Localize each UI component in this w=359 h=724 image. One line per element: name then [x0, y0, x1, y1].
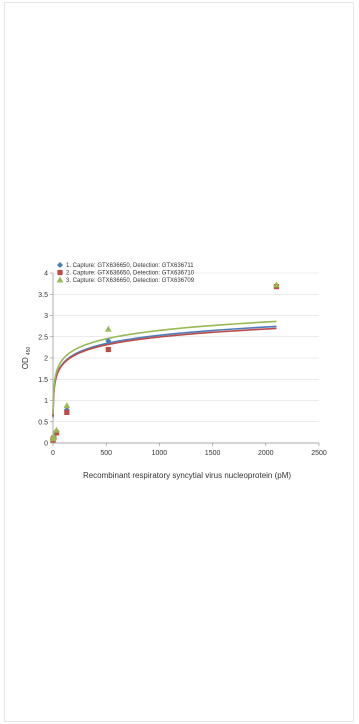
data-point-diamond: [105, 338, 112, 344]
trendline: [52, 320, 277, 415]
data-point-square: [57, 269, 63, 276]
y-axis-label-subscript: 450: [26, 346, 32, 355]
y-tick-label: 3.5: [38, 292, 48, 299]
y-axis-ticks: 0 0.5 1 1.5 2 2.5 3 3.5 4: [38, 271, 53, 448]
data-point-triangle: [63, 402, 71, 409]
y-tick-label: 1.5: [38, 377, 48, 384]
x-tick-label: 500: [100, 450, 112, 457]
y-tick-label: 4: [44, 271, 48, 278]
data-point-triangle: [105, 325, 112, 332]
legend-label: 2. Capture: GTX636650, Detection: GTX636…: [66, 271, 195, 277]
x-tick-label: 2000: [258, 450, 274, 457]
trendlines: [52, 320, 277, 418]
y-tick-label: 1: [44, 398, 48, 405]
x-axis-label: Recombinant respiratory syncytial virus …: [83, 471, 291, 480]
x-tick-label: 1000: [152, 450, 168, 457]
svg-text:OD 450: OD 450: [21, 346, 32, 369]
chart-frame: 0 0.5 1 1.5 2 2.5 3 3.5 4 0 500 1000 1500 2000 2500 1…: [4, 2, 354, 722]
y-axis-label-main: OD: [21, 357, 30, 369]
y-tick-label: 0.5: [38, 419, 48, 426]
y-tick-label: 0: [44, 441, 48, 448]
data-point-triangle: [50, 432, 58, 439]
x-axis-ticks: 0 500 1000 1500 2000 2500: [51, 443, 327, 457]
grid-lines: [53, 272, 319, 423]
data-point-triangle: [53, 426, 60, 433]
data-points: [49, 281, 280, 443]
x-tick-label: 1500: [205, 450, 221, 457]
data-point-square: [105, 346, 111, 353]
y-tick-label: 2.5: [38, 334, 48, 341]
y-tick-label: 2: [44, 356, 48, 363]
y-tick-label: 3: [44, 313, 48, 320]
data-point-square: [64, 409, 70, 415]
legend-label: 3. Capture: GTX636650, Detection: GTX636…: [66, 278, 195, 284]
legend: 1. Capture: GTX636650, Detection: GTX636…: [56, 262, 195, 284]
trendline: [52, 327, 277, 417]
x-tick-label: 0: [51, 450, 55, 457]
chart: 0 0.5 1 1.5 2 2.5 3 3.5 4 0 500 1000 1500 2000 2500 1…: [21, 262, 327, 480]
data-point-triangle: [273, 281, 280, 288]
data-point-triangle: [56, 276, 64, 283]
data-point-diamond: [57, 262, 63, 268]
trendline: [52, 325, 277, 418]
data-point-square: [53, 430, 60, 436]
x-tick-label: 2500: [311, 450, 327, 457]
legend-label: 1. Capture: GTX636650, Detection: GTX636…: [66, 263, 194, 269]
y-axis-label: OD 450: [21, 346, 32, 369]
